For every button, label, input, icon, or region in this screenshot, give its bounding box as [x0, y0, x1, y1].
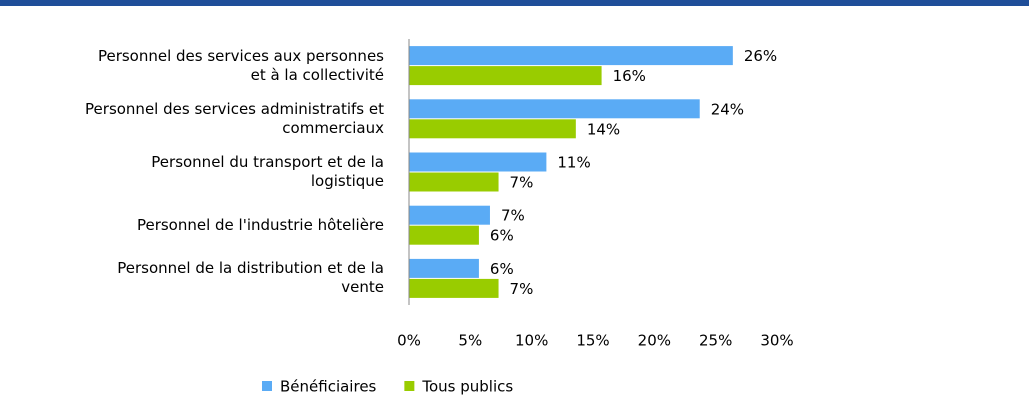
- value-label: 7%: [510, 174, 534, 192]
- x-tick-label: 30%: [760, 332, 793, 350]
- x-tick-label: 20%: [638, 332, 671, 350]
- x-tick-label: 5%: [458, 332, 482, 350]
- legend-swatch: [404, 381, 415, 391]
- x-tick-label: 10%: [515, 332, 548, 350]
- category-label: Personnel des services administratifs et…: [85, 99, 384, 137]
- legend-swatch: [262, 381, 272, 391]
- category-label: Personnel de la distribution et de la ve…: [117, 259, 384, 297]
- value-label: 26%: [744, 47, 777, 65]
- category-label: Personnel du transport et de la logistiq…: [151, 153, 384, 190]
- x-tick-label: 15%: [576, 332, 609, 350]
- bar: [409, 225, 479, 245]
- bar: [409, 66, 602, 86]
- value-label: 7%: [510, 280, 534, 298]
- value-label: 11%: [557, 154, 590, 172]
- header-band: [0, 0, 1029, 6]
- bar: [409, 152, 547, 172]
- bar: [409, 258, 479, 278]
- legend-label: Bénéficiaires: [280, 378, 377, 396]
- bar: [409, 119, 576, 139]
- x-tick-label: 25%: [699, 332, 732, 350]
- bar: [409, 205, 490, 225]
- bar: [409, 99, 700, 119]
- value-label: 16%: [613, 67, 646, 85]
- value-label: 24%: [711, 100, 744, 118]
- bar: [409, 278, 499, 298]
- bar: [409, 172, 499, 192]
- category-label: Personnel de l'industrie hôtelière: [136, 215, 384, 234]
- value-label: 6%: [490, 227, 514, 245]
- legend-label: Tous publics: [421, 378, 513, 396]
- bar: [409, 46, 733, 66]
- x-tick-label: 0%: [397, 332, 421, 350]
- category-label: Personnel des services aux personnes et …: [97, 46, 384, 84]
- value-label: 6%: [490, 260, 514, 278]
- value-label: 7%: [501, 207, 525, 225]
- value-label: 14%: [587, 120, 620, 138]
